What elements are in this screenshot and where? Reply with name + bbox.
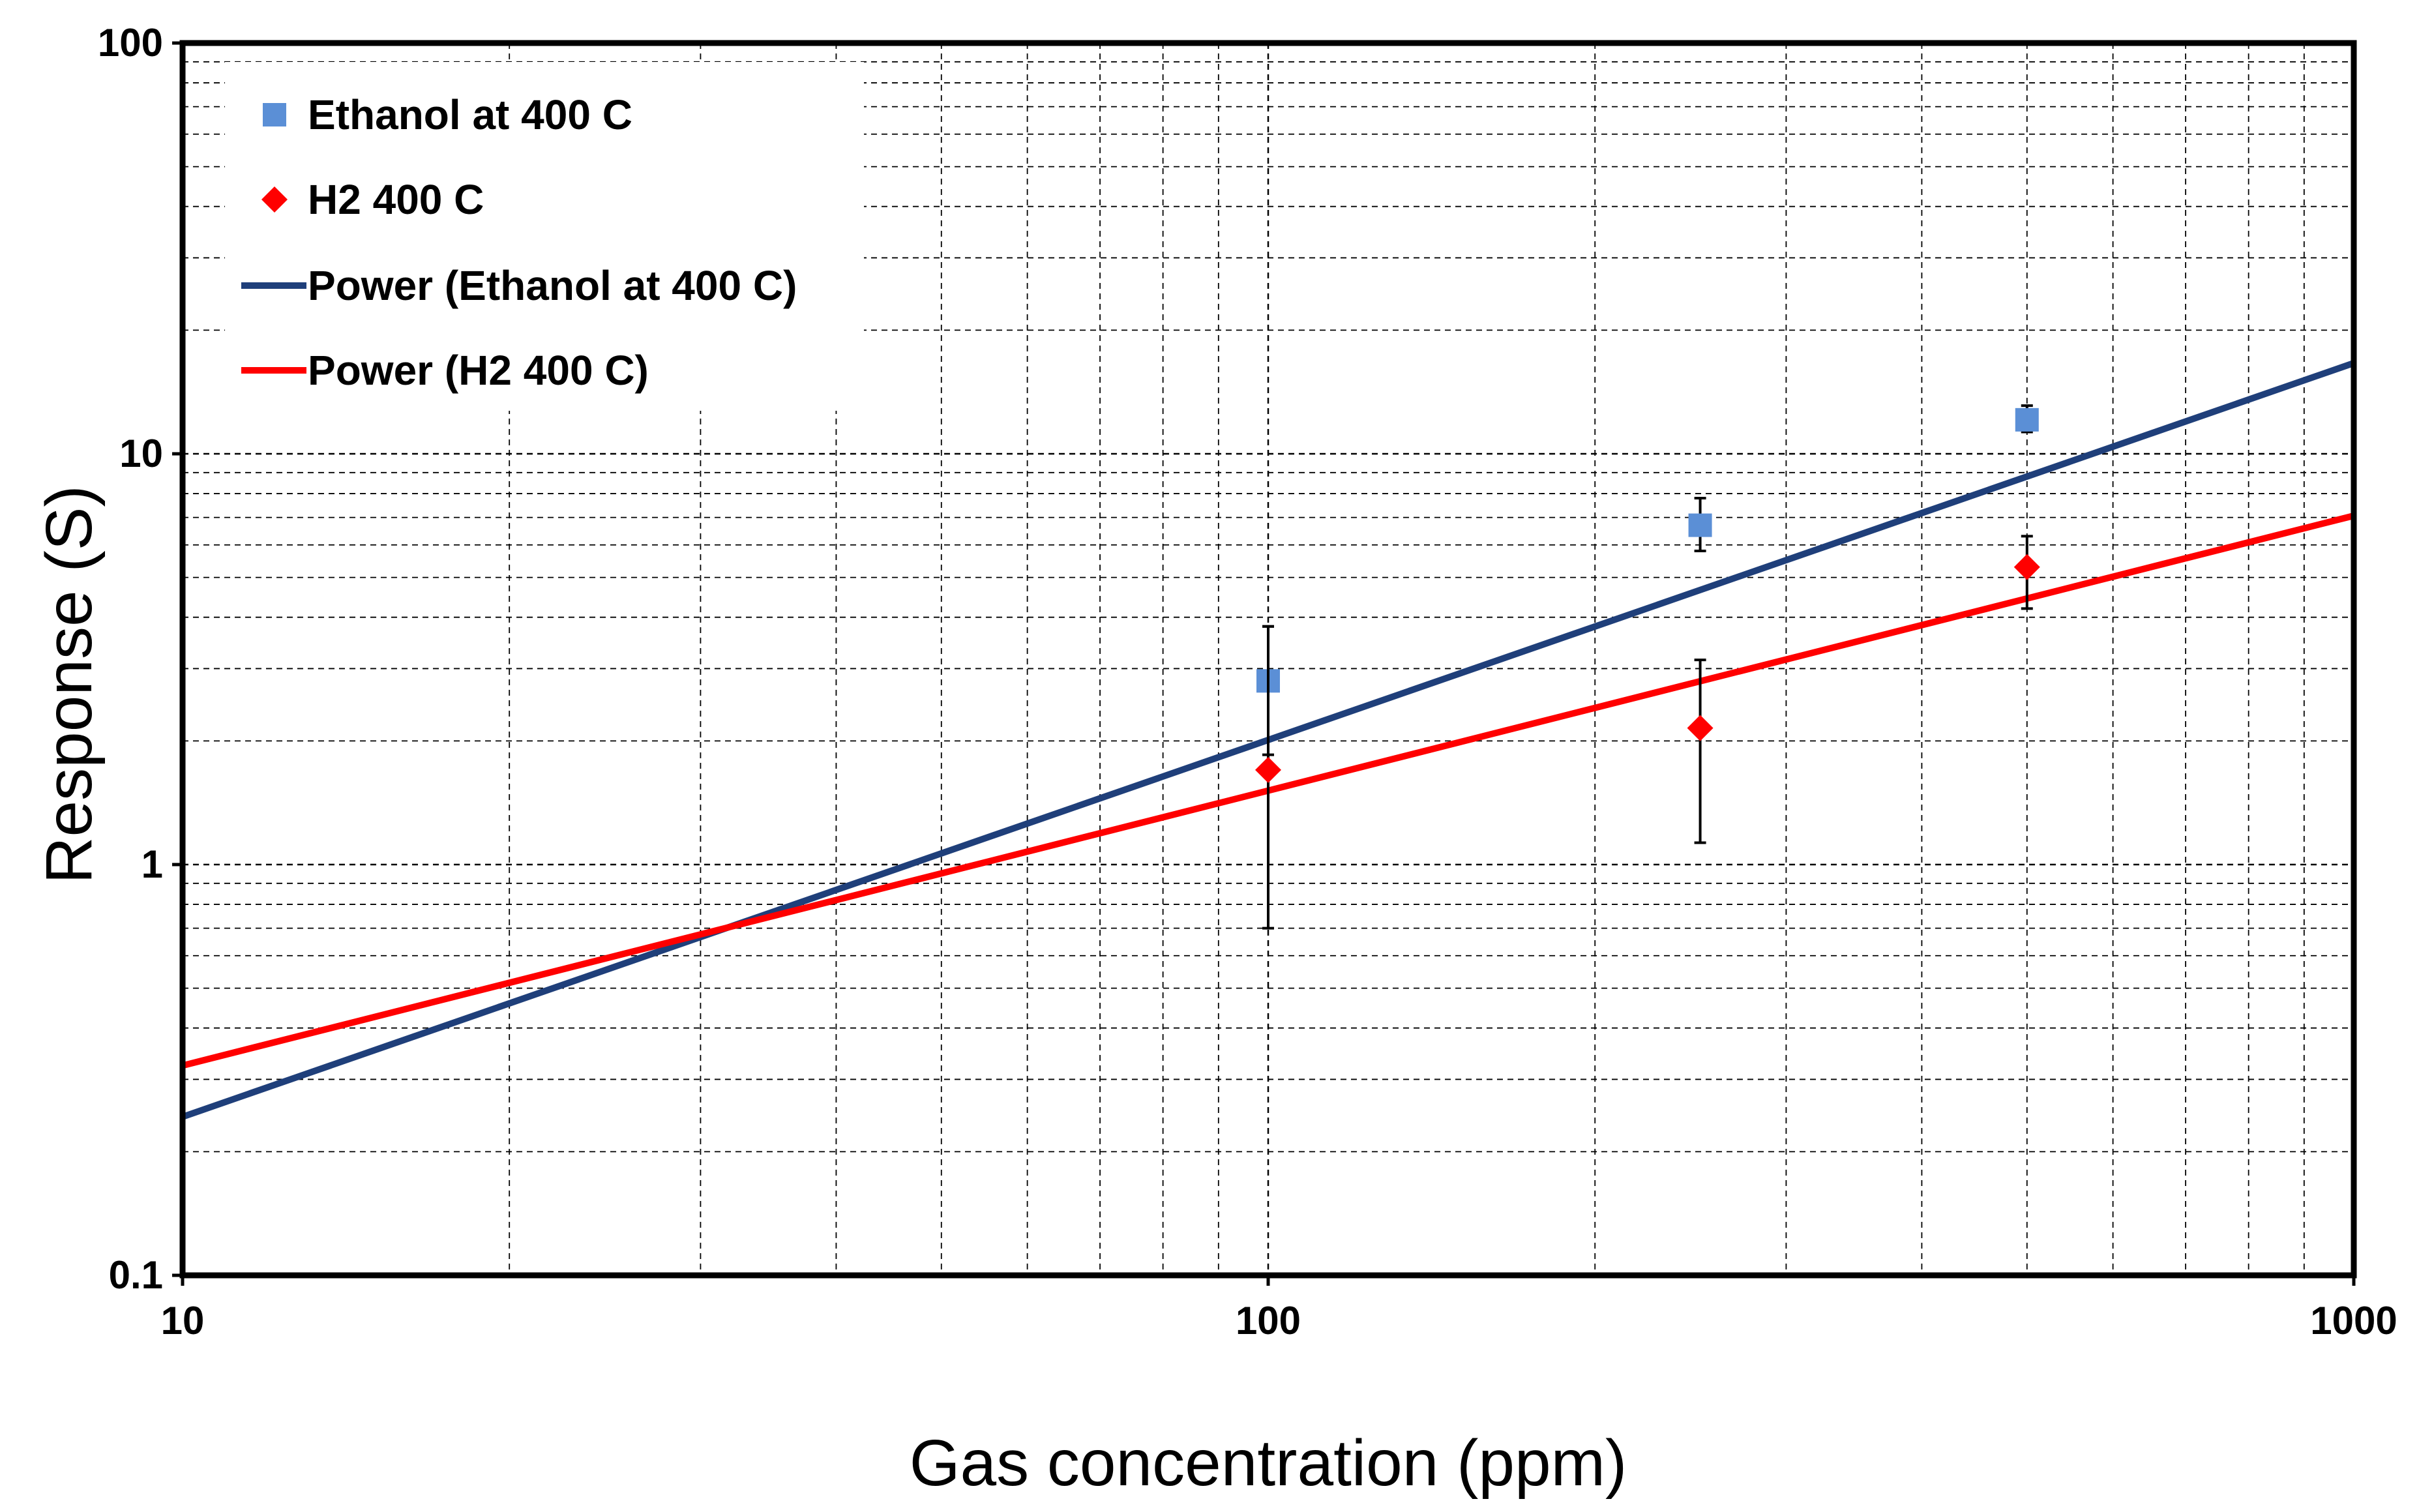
data-point-ethanol: [1688, 513, 1712, 537]
legend-marker-square: [263, 103, 286, 126]
x-tick-label: 10: [161, 1299, 205, 1342]
x-axis-title: Gas concentration (ppm): [910, 1427, 1627, 1500]
data-point-h2: [2013, 554, 2040, 580]
y-axis-title: Response (S): [33, 485, 106, 883]
legend-background: [225, 62, 864, 411]
data-points: [1255, 404, 2040, 930]
y-tick-label: 0.1: [109, 1253, 163, 1297]
y-tick-label: 10: [119, 432, 163, 475]
axis-ticks: 10 100 1000 0.1 1 10 100: [98, 21, 2397, 1342]
legend: Ethanol at 400 C H2 400 C Power (Ethanol a…: [225, 62, 864, 411]
y-tick-label: 100: [98, 21, 163, 65]
legend-label: Power (H2 400 C): [308, 347, 649, 394]
x-tick-label: 100: [1236, 1299, 1301, 1342]
y-tick-label: 1: [141, 842, 163, 886]
grid: [183, 43, 2354, 1275]
data-point-h2: [1255, 756, 1281, 783]
x-tick-label: 1000: [2310, 1299, 2397, 1342]
legend-marker-diamond: [261, 186, 288, 213]
legend-label: Power (Ethanol at 400 C): [308, 262, 797, 309]
legend-label: H2 400 C: [308, 176, 484, 223]
data-point-h2: [1687, 715, 1714, 741]
legend-label: Ethanol at 400 C: [308, 91, 632, 138]
data-point-ethanol: [2015, 408, 2039, 432]
